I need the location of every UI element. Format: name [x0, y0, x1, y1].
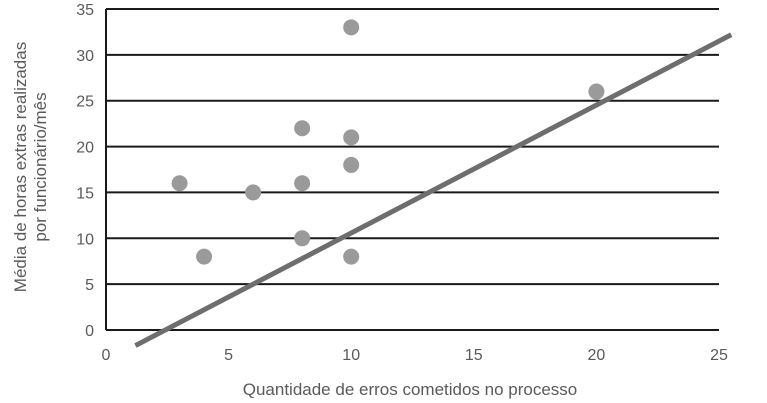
data-point-1 — [171, 175, 188, 192]
data-point-5 — [294, 175, 311, 192]
y-tick-label-5: 5 — [85, 277, 94, 294]
data-point-3 — [245, 184, 262, 201]
data-point-6 — [294, 230, 311, 247]
grid-lines — [106, 8, 719, 286]
tick-labels: 0 5 10 15 20 25 30 35 0 5 10 15 20 25 — [76, 2, 728, 364]
y-tick-label-15: 15 — [76, 185, 94, 202]
y-axis-label: Média de horas extras realizadas por fun… — [11, 42, 50, 292]
x-tick-label-5: 5 — [224, 347, 233, 364]
trendline — [134, 32, 733, 348]
x-axis-label: Quantidade de erros cometidos no process… — [243, 380, 578, 399]
x-tick-label-20: 20 — [588, 347, 606, 364]
x-tick-label-25: 25 — [710, 347, 728, 364]
y-tick-label-25: 25 — [76, 94, 94, 111]
data-point-8 — [343, 129, 360, 146]
x-tick-label-0: 0 — [102, 347, 111, 364]
data-point-10 — [343, 248, 360, 265]
x-tick-label-10: 10 — [342, 347, 360, 364]
data-point-7 — [343, 19, 360, 36]
data-point-2 — [196, 248, 213, 265]
data-point-11 — [588, 83, 605, 100]
y-axis-label-line-2: por funcionário/mês — [31, 92, 50, 241]
y-tick-label-10: 10 — [76, 231, 94, 248]
y-tick-label-20: 20 — [76, 140, 94, 157]
axes — [105, 9, 719, 331]
y-tick-label-35: 35 — [76, 2, 94, 19]
data-point-9 — [343, 156, 360, 173]
y-tick-label-30: 30 — [76, 48, 94, 65]
trendline-layer — [134, 32, 733, 348]
y-axis-label-line-1: Média de horas extras realizadas — [11, 42, 30, 292]
data-points — [171, 19, 605, 265]
x-tick-label-15: 15 — [465, 347, 483, 364]
y-tick-label-0: 0 — [85, 323, 94, 340]
data-point-4 — [294, 120, 311, 137]
